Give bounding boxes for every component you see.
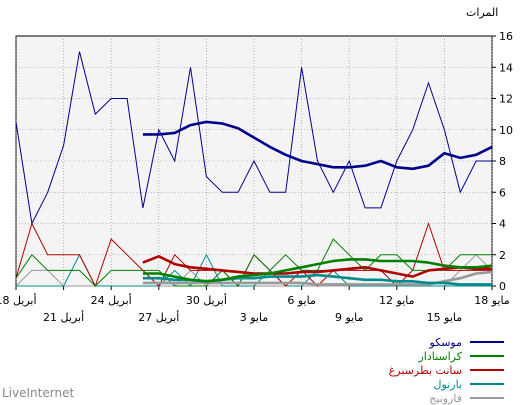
legend-swatch bbox=[470, 383, 504, 385]
y-tick-label: 4 bbox=[499, 218, 506, 231]
series-smoothed-line bbox=[142, 254, 492, 278]
x-axis-ticks: 18 أبريل 21 أبريل 24 أبريل 27 أبريل 30 أبريل… bbox=[0, 286, 510, 324]
series-daily-line bbox=[15, 51, 492, 226]
y-tick-label: 6 bbox=[499, 186, 506, 199]
y-tick-label: 14 bbox=[499, 61, 513, 74]
x-tick-label: 3 مايو bbox=[240, 311, 269, 324]
brand-logo-text: LiveInternet bbox=[2, 386, 75, 400]
legend-label: فارونيج bbox=[429, 391, 462, 405]
x-tick-label: 15 مايو bbox=[427, 311, 463, 324]
series-smoothed-line bbox=[142, 258, 493, 283]
legend-swatch bbox=[470, 369, 504, 371]
series-smoothed-lines bbox=[142, 120, 493, 286]
legend-label: موسكو bbox=[429, 335, 462, 349]
y-tick-label: 12 bbox=[499, 93, 513, 106]
legend-label: سانت بطرسبرغ bbox=[388, 363, 462, 377]
y-tick-label: 8 bbox=[499, 155, 506, 168]
series-daily-line bbox=[15, 238, 492, 287]
y-tick-label: 10 bbox=[499, 124, 513, 137]
x-tick-label: 9 مايو bbox=[335, 311, 364, 324]
x-tick-label: 6 مايو bbox=[287, 294, 316, 307]
x-tick-label: 24 أبريل bbox=[91, 293, 132, 307]
x-tick-label: 21 أبريل bbox=[43, 310, 84, 324]
x-tick-label: 18 مايو bbox=[474, 294, 510, 307]
series-smoothed-line bbox=[142, 120, 493, 171]
x-tick-label: 27 أبريل bbox=[138, 310, 179, 324]
legend-swatch bbox=[470, 341, 504, 343]
legend-label: كراسنادار bbox=[418, 349, 462, 363]
series-daily-lines bbox=[15, 51, 493, 288]
legend-item: سانت بطرسبرغ bbox=[389, 363, 504, 377]
legend-item: بارنول bbox=[434, 377, 504, 391]
x-tick-label: 18 أبريل bbox=[0, 293, 37, 307]
legend-label: بارنول bbox=[433, 377, 462, 391]
y-axis-label: المرات bbox=[466, 6, 499, 19]
legend-item: فارونيج bbox=[429, 391, 504, 405]
legend-item: موسكو bbox=[429, 335, 504, 349]
legend-item: كراسنادار bbox=[418, 349, 504, 363]
x-tick-label: 30 أبريل bbox=[186, 293, 227, 307]
y-tick-label: 16 bbox=[499, 30, 513, 43]
y-axis-ticks: 0 2 4 6 8 10 12 14 16 bbox=[492, 30, 513, 293]
legend-swatch bbox=[470, 397, 504, 399]
y-tick-label: 0 bbox=[499, 280, 506, 293]
y-tick-label: 2 bbox=[499, 249, 506, 262]
legend-swatch bbox=[470, 355, 504, 357]
x-tick-label: 12 مايو bbox=[379, 294, 415, 307]
